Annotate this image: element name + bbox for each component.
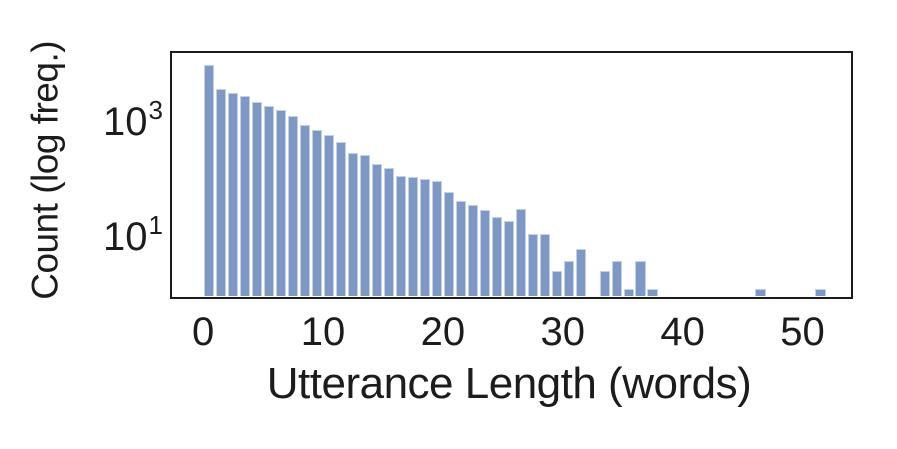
histogram-bar bbox=[347, 153, 359, 297]
histogram-bar bbox=[491, 216, 502, 297]
histogram-bar bbox=[563, 261, 574, 297]
histogram-bar bbox=[323, 135, 335, 297]
histogram-bar bbox=[287, 116, 299, 297]
histogram-bar bbox=[551, 271, 562, 297]
x-tick-label: 0 bbox=[191, 310, 215, 354]
y-axis-title: Count (log freq.) bbox=[24, 40, 66, 300]
x-axis-title: Utterance Length (words) bbox=[266, 359, 752, 408]
histogram-bar bbox=[263, 105, 275, 297]
histogram-bar bbox=[755, 288, 766, 297]
histogram-bar bbox=[479, 210, 490, 297]
histogram-bar bbox=[203, 64, 215, 297]
histogram-bar bbox=[299, 124, 311, 297]
histogram-bar bbox=[215, 89, 227, 297]
y-tick-label: 101 bbox=[103, 210, 163, 260]
histogram-bar bbox=[359, 154, 371, 297]
histogram-bar bbox=[623, 288, 634, 297]
histogram-bar bbox=[611, 261, 622, 297]
histogram-bar bbox=[239, 96, 251, 297]
histogram-bar bbox=[503, 221, 514, 297]
histogram-bar bbox=[275, 109, 287, 297]
histogram-bar bbox=[575, 248, 586, 297]
histogram-bar bbox=[383, 168, 395, 297]
x-tick-label: 20 bbox=[420, 310, 466, 354]
histogram-bar bbox=[335, 141, 347, 297]
histogram-bar bbox=[539, 233, 550, 297]
x-tick-label: 40 bbox=[660, 310, 705, 354]
histogram-bar bbox=[395, 175, 407, 297]
histogram-bar bbox=[635, 261, 646, 297]
y-tick-label: 103 bbox=[103, 95, 163, 145]
histogram-bar bbox=[311, 130, 323, 297]
x-tick-label: 10 bbox=[300, 310, 346, 354]
histogram-bar bbox=[431, 181, 443, 297]
histogram-bar bbox=[419, 178, 431, 297]
histogram-bar bbox=[467, 204, 478, 297]
histogram-bar bbox=[251, 101, 263, 297]
histogram-bar bbox=[527, 233, 538, 297]
histogram-bar bbox=[599, 271, 610, 297]
histogram-bar bbox=[371, 163, 383, 297]
histogram-bar bbox=[407, 177, 419, 297]
histogram-bar bbox=[227, 93, 239, 297]
histogram-bar bbox=[455, 200, 467, 297]
histogram-bar bbox=[815, 288, 826, 297]
x-tick-label: 30 bbox=[540, 310, 586, 354]
histogram-bar bbox=[515, 209, 526, 297]
histogram-bar bbox=[443, 192, 455, 297]
histogram-bar bbox=[647, 288, 658, 297]
x-tick-label: 50 bbox=[780, 310, 825, 354]
